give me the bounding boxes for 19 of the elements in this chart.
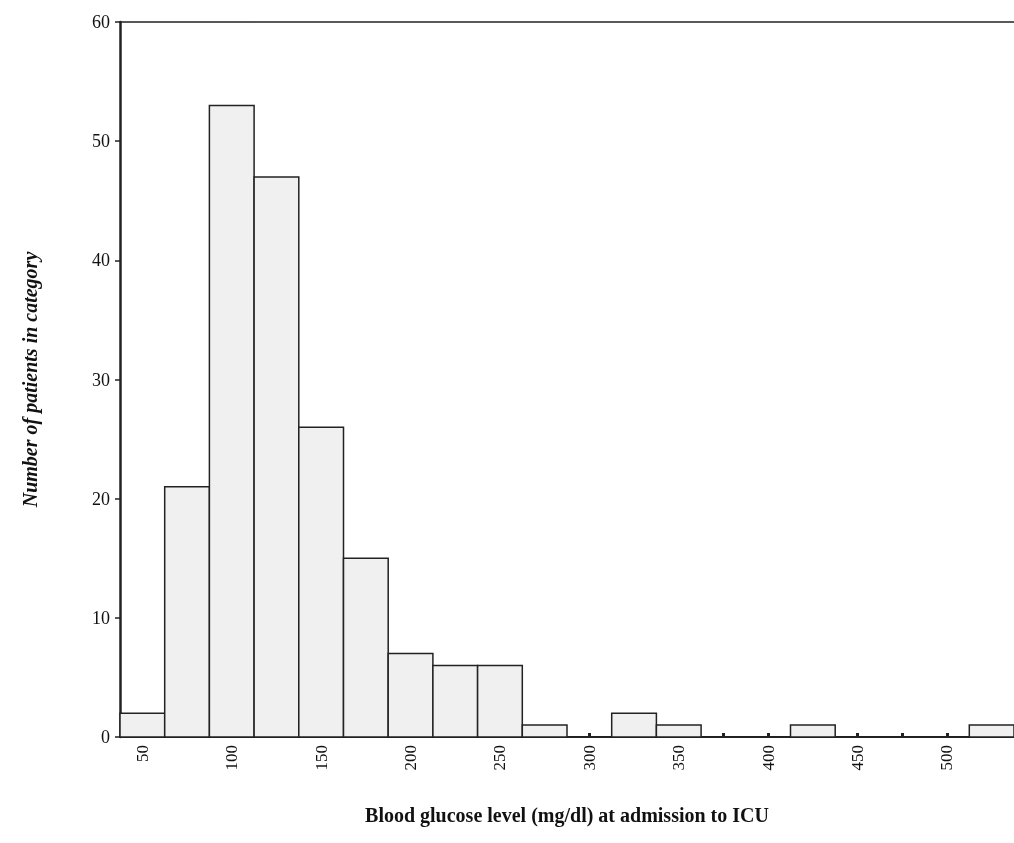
x-tick-label: 150 [311, 745, 331, 771]
x-axis-title: Blood glucose level (mg/dl) at admission to ICU [365, 804, 769, 827]
y-tick-label: 50 [92, 131, 110, 152]
x-tick-label: 400 [758, 745, 778, 771]
y-tick-label: 10 [92, 607, 110, 628]
x-tick-label: 50 [132, 745, 152, 762]
y-tick-label: 0 [101, 727, 110, 747]
y-tick-label: 20 [92, 488, 110, 509]
y-tick-label: 60 [92, 12, 110, 32]
x-tick-label: 300 [579, 745, 599, 771]
x-tick-label: 250 [490, 745, 510, 771]
y-axis-title: Number of patients in category [19, 251, 42, 509]
x-tick-label: 100 [222, 745, 242, 771]
x-tick-label: 350 [669, 745, 689, 771]
x-tick-label: 450 [848, 745, 868, 771]
y-tick-label: 30 [92, 369, 110, 390]
y-tick-label: 40 [92, 250, 110, 271]
x-tick-label: 200 [401, 745, 421, 771]
x-tick-label: 500 [937, 745, 957, 771]
